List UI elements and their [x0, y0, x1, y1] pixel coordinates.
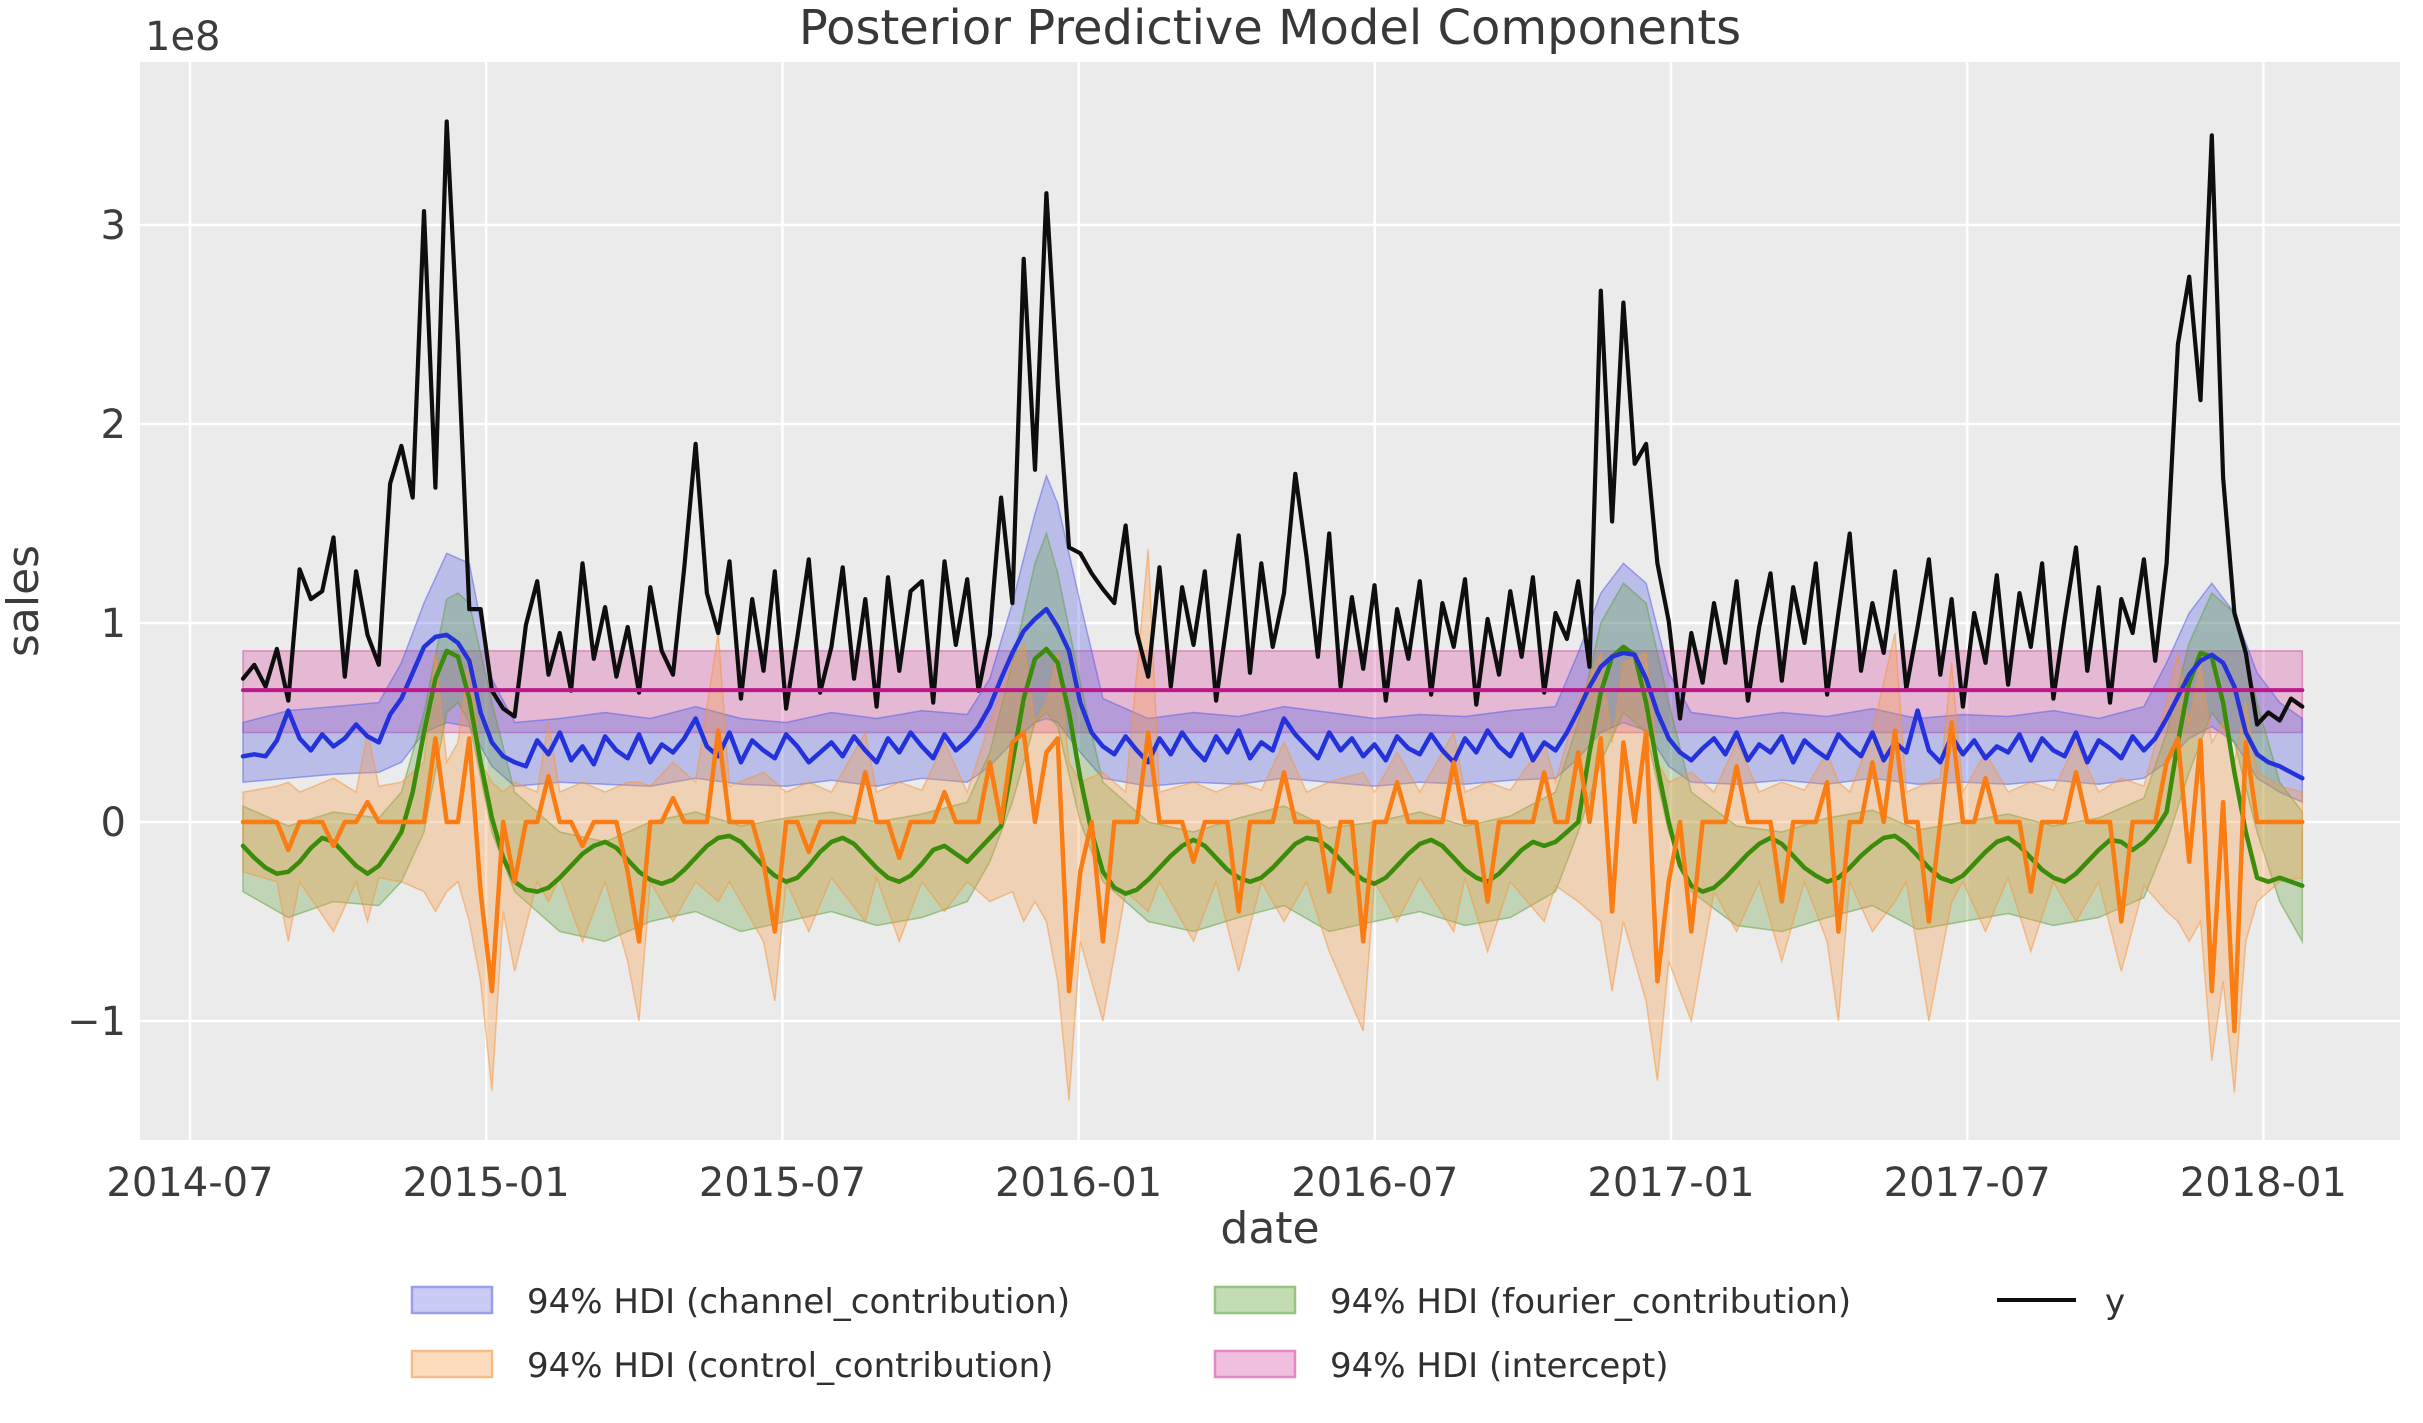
y-axis-offset-label: 1e8	[145, 14, 221, 60]
tick-labels: 2014-07 2015-01 2015-07 2016-01 2016-07 2017-…	[67, 203, 2347, 1206]
y-tick-label: −1	[67, 999, 126, 1045]
legend-swatch-control	[410, 1349, 494, 1379]
legend-swatch-intercept	[1213, 1349, 1297, 1379]
x-tick-label: 2015-07	[699, 1160, 866, 1206]
series-line-control_contribution_mean	[240, 720, 2305, 1034]
series-line-fourier_contribution_mean	[240, 644, 2305, 896]
y-axis-label: sales	[0, 545, 49, 657]
legend-swatch-channel	[410, 1285, 494, 1315]
x-tick-label: 2016-01	[995, 1160, 1162, 1206]
legend-label-control: 94% HDI (control_contribution)	[527, 1346, 1053, 1386]
legend-label-fourier: 94% HDI (fourier_contribution)	[1330, 1282, 1851, 1322]
x-tick-label: 2017-01	[1587, 1160, 1754, 1206]
x-tick-label: 2018-01	[2180, 1160, 2347, 1206]
x-tick-label: 2014-07	[106, 1160, 273, 1206]
y-tick-label: 1	[101, 601, 126, 647]
y-tick-label: 3	[101, 203, 126, 249]
plot-area	[140, 62, 2400, 1140]
x-tick-label: 2017-07	[1884, 1160, 2051, 1206]
x-axis-label: date	[1220, 1203, 1319, 1254]
hdi-band	[242, 549, 2304, 1101]
legend-swatch-fourier	[1213, 1285, 1297, 1315]
legend: 94% HDI (channel_contribution) 94% HDI (…	[410, 1282, 2125, 1386]
series-line-channel_contribution_mean	[240, 606, 2305, 781]
chart-title: Posterior Predictive Model Components	[799, 0, 1741, 56]
legend-label-channel: 94% HDI (channel_contribution)	[527, 1282, 1070, 1322]
x-tick-label: 2015-01	[403, 1160, 570, 1206]
y-tick-label: 0	[101, 800, 126, 846]
series-lines	[240, 119, 2305, 1034]
legend-label-intercept: 94% HDI (intercept)	[1330, 1346, 1669, 1386]
legend-label-y: y	[2105, 1282, 2125, 1322]
x-tick-label: 2016-07	[1291, 1160, 1458, 1206]
y-tick-label: 2	[101, 402, 126, 448]
series-line-y	[240, 119, 2305, 727]
